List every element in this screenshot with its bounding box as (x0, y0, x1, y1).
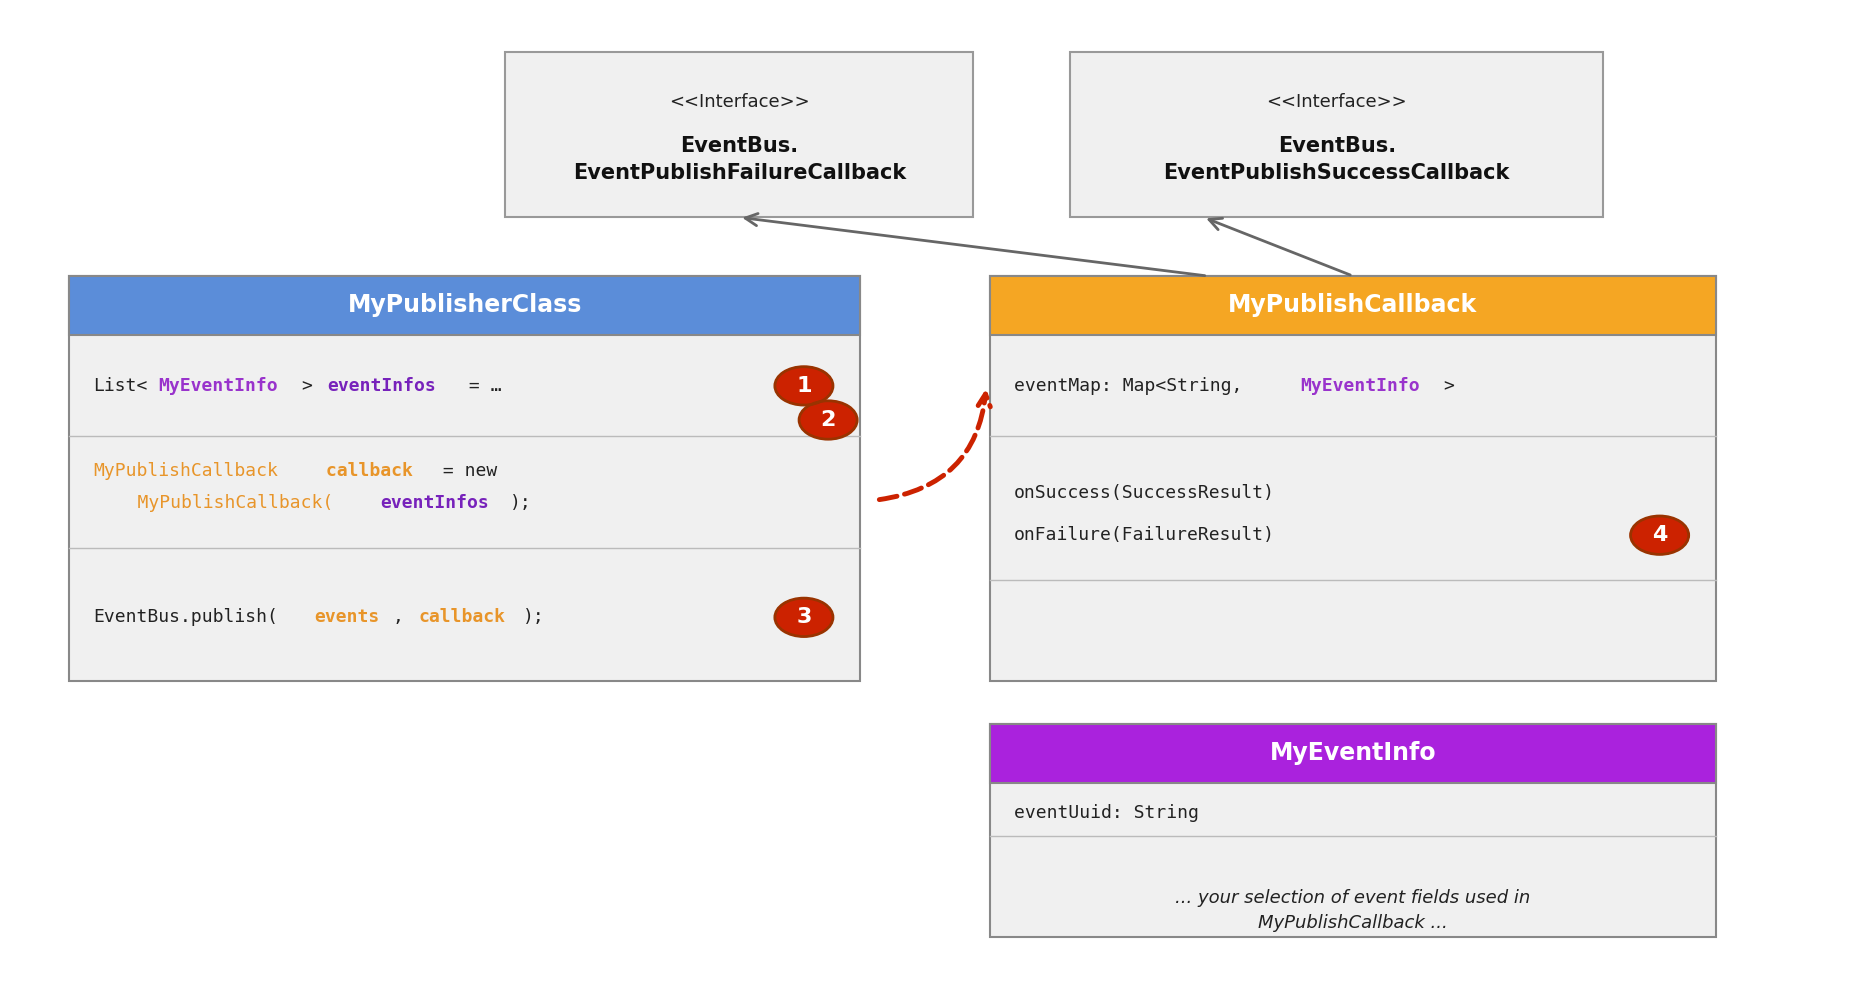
Text: <<Interface>>: <<Interface>> (670, 93, 810, 111)
Text: >: > (302, 377, 324, 395)
Bar (990, 276, 1717, 335)
Text: 2: 2 (820, 410, 836, 430)
Text: );: ); (524, 608, 544, 626)
Bar (1071, 52, 1604, 217)
Text: eventMap: Map<String,: eventMap: Map<String, (1014, 377, 1252, 395)
FancyArrowPatch shape (879, 394, 990, 500)
Text: ... your selection of event fields used in
MyPublishCallback ...: ... your selection of event fields used … (1175, 889, 1530, 932)
Bar (68, 276, 860, 681)
Text: eventInfos: eventInfos (379, 494, 488, 512)
Text: callback: callback (418, 608, 505, 626)
Text: 4: 4 (1652, 525, 1667, 545)
Text: EventBus.
EventPublishFailureCallback: EventBus. EventPublishFailureCallback (574, 136, 906, 183)
Text: eventUuid: String: eventUuid: String (1014, 804, 1199, 822)
Circle shape (1630, 516, 1689, 554)
Circle shape (799, 401, 857, 439)
Text: events: events (314, 608, 379, 626)
Text: <<Interface>>: <<Interface>> (1267, 93, 1408, 111)
Text: MyEventInfo: MyEventInfo (1269, 741, 1436, 765)
Circle shape (775, 598, 832, 637)
Text: );: ); (511, 494, 531, 512)
Text: List<: List< (94, 377, 148, 395)
Text: EventBus.
EventPublishSuccessCallback: EventBus. EventPublishSuccessCallback (1164, 136, 1510, 183)
Text: MyEventInfo: MyEventInfo (1301, 377, 1419, 395)
Text: eventInfos: eventInfos (327, 377, 437, 395)
Bar (990, 276, 1717, 681)
Text: MyPublishCallback: MyPublishCallback (94, 462, 278, 480)
Bar (68, 276, 860, 335)
Text: = …: = … (459, 377, 501, 395)
Bar (505, 52, 973, 217)
Text: onFailure(FailureResult): onFailure(FailureResult) (1014, 526, 1275, 544)
Text: 3: 3 (796, 607, 812, 627)
Text: onSuccess(SuccessResult): onSuccess(SuccessResult) (1014, 484, 1275, 502)
Text: ,: , (392, 608, 414, 626)
Text: MyPublishCallback(: MyPublishCallback( (94, 494, 333, 512)
Text: >: > (1443, 377, 1454, 395)
Text: EventBus.publish(: EventBus.publish( (94, 608, 278, 626)
Text: MyPublisherClass: MyPublisherClass (348, 293, 583, 317)
Text: MyPublishCallback: MyPublishCallback (1228, 293, 1478, 317)
Text: MyEventInfo: MyEventInfo (159, 377, 278, 395)
Bar (990, 724, 1717, 783)
Text: 1: 1 (796, 376, 812, 396)
Text: callback: callback (314, 462, 413, 480)
Bar (990, 724, 1717, 937)
Circle shape (775, 367, 832, 405)
Text: = new: = new (431, 462, 498, 480)
